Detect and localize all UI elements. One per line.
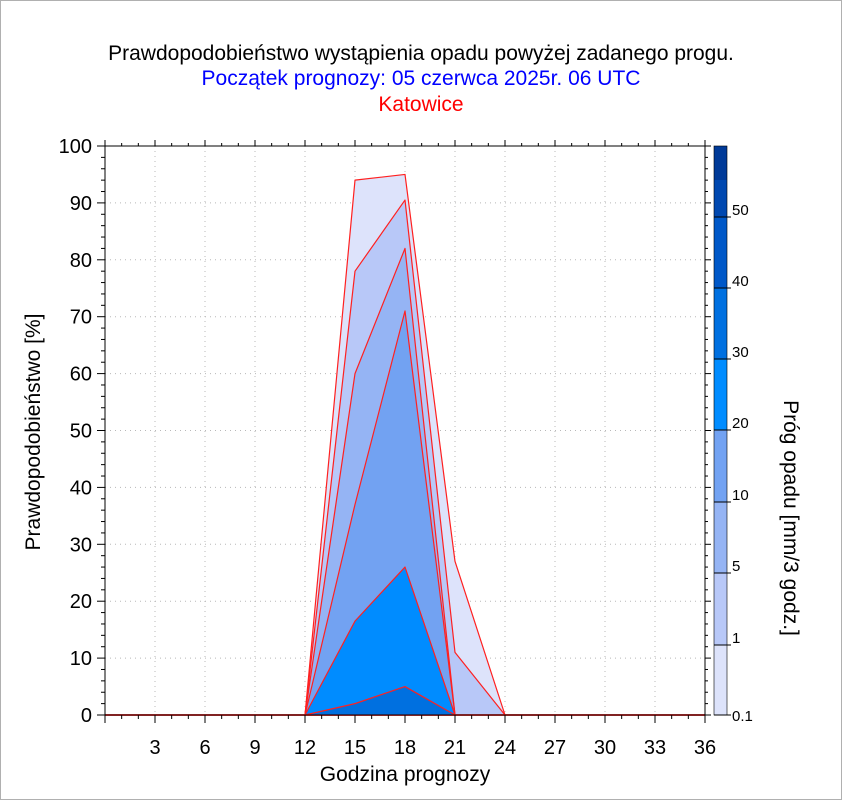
colorbar-segment bbox=[714, 430, 727, 502]
x-tick-label: 21 bbox=[444, 737, 466, 759]
x-tick-label: 6 bbox=[199, 737, 210, 759]
colorbar-tick-label: 0.1 bbox=[732, 708, 753, 725]
colorbar-segment bbox=[714, 288, 727, 359]
colorbar-tick-label: 1 bbox=[732, 630, 740, 647]
colorbar: 0.1 1 5 10 20 30 40 50 bbox=[713, 145, 753, 725]
colorbar-segment bbox=[714, 146, 727, 180]
chart-subtitle: Początek prognozy: 05 czerwca 2025r. 06 … bbox=[201, 67, 641, 90]
y-tick-label: 90 bbox=[70, 193, 92, 215]
colorbar-segment bbox=[714, 180, 727, 217]
y-tick-label: 80 bbox=[70, 250, 92, 272]
y-tick-label: 0 bbox=[81, 705, 92, 727]
colorbar-tick-label: 5 bbox=[732, 558, 740, 575]
x-tick-label: 36 bbox=[694, 737, 716, 759]
y-tick-label: 50 bbox=[70, 421, 92, 443]
x-tick-label: 27 bbox=[544, 737, 566, 759]
x-tick-label: 24 bbox=[494, 737, 516, 759]
colorbar-tick-label: 50 bbox=[732, 202, 749, 219]
x-tick-label: 3 bbox=[149, 737, 160, 759]
x-tick-label: 30 bbox=[594, 737, 616, 759]
y-tick-label: 30 bbox=[70, 534, 92, 556]
colorbar-segment bbox=[714, 359, 727, 430]
chart-title: Prawdopodobieństwo wystąpienia opadu pow… bbox=[108, 42, 734, 65]
x-axis-label: Godzina prognozy bbox=[320, 763, 491, 786]
y-tick-label: 40 bbox=[70, 477, 92, 499]
y-tick-label: 70 bbox=[70, 307, 92, 329]
series-area-30 bbox=[104, 685, 706, 716]
y-tick-label: 10 bbox=[70, 648, 92, 670]
y-tick-label: 20 bbox=[70, 591, 92, 613]
y-axis-label: Prawdopodobieństwo [%] bbox=[22, 314, 45, 551]
colorbar-label: Próg opadu [mm/3 godz.] bbox=[779, 400, 802, 636]
chart-location: Katowice bbox=[378, 93, 464, 116]
x-tick-label: 15 bbox=[344, 737, 366, 759]
y-tick-label: 100 bbox=[59, 136, 92, 158]
colorbar-segment bbox=[714, 573, 727, 645]
colorbar-tick-label: 20 bbox=[732, 415, 749, 432]
x-tick-label: 9 bbox=[249, 737, 260, 759]
colorbar-tick-label: 10 bbox=[732, 487, 749, 504]
series-areas bbox=[104, 173, 706, 716]
x-tick-label: 12 bbox=[294, 737, 316, 759]
colorbar-tick-label: 30 bbox=[732, 344, 749, 361]
y-tick-label: 60 bbox=[70, 364, 92, 386]
colorbar-tick-label: 40 bbox=[732, 273, 749, 290]
x-tick-label: 18 bbox=[394, 737, 416, 759]
x-tick-label: 33 bbox=[644, 737, 666, 759]
colorbar-segment bbox=[714, 217, 727, 288]
colorbar-segment bbox=[714, 645, 727, 715]
colorbar-segment bbox=[714, 502, 727, 573]
